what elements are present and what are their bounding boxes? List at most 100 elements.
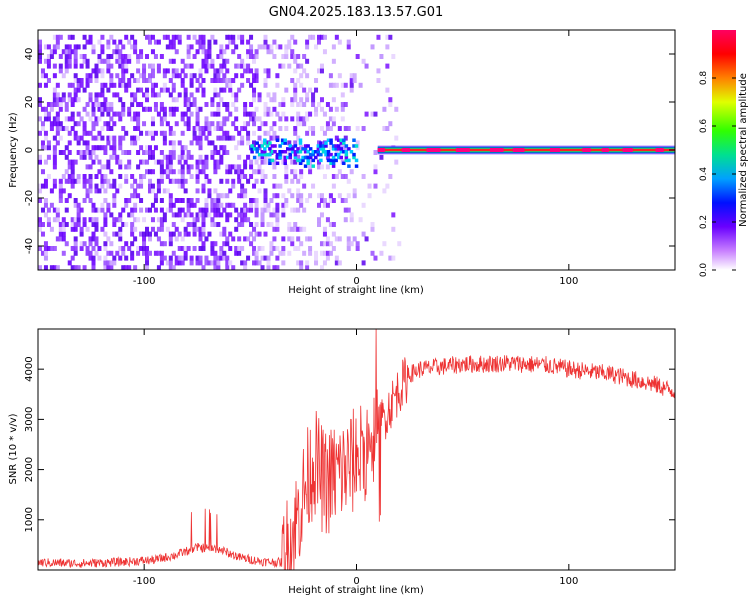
heatmap-cell: [73, 49, 78, 55]
heatmap-cell: [64, 241, 69, 247]
heatmap-cell: [314, 106, 319, 112]
heatmap-cell: [296, 54, 301, 59]
heatmap-cell: [159, 241, 164, 247]
heatmap-cell: [180, 78, 185, 83]
heatmap-cell: [85, 246, 90, 251]
heatmap-cell: [127, 246, 132, 251]
heatmap-cell: [213, 255, 218, 261]
heatmap-cell: [153, 145, 158, 151]
heatmap-cell: [124, 63, 129, 69]
heatmap-cell: [43, 44, 48, 50]
heatmap-cell: [183, 255, 188, 261]
heatmap-cell: [382, 188, 387, 194]
heatmap-cell: [257, 97, 262, 103]
heatmap-cell: [319, 193, 324, 199]
heatmap-cell: [273, 144, 277, 148]
heatmap-cell: [91, 207, 96, 213]
heatmap-cell: [306, 155, 310, 160]
heatmap-cell: [334, 236, 339, 242]
heatmap-cell: [136, 150, 141, 155]
heatmap-cell: [118, 226, 123, 232]
heatmap-cell: [240, 169, 245, 175]
heatmap-cell: [257, 246, 262, 251]
heatmap-cell: [168, 231, 173, 237]
heatmap-cell: [222, 150, 227, 155]
heatmap-cell: [195, 226, 200, 232]
heatmap-cell: [275, 152, 280, 157]
heatmap-cell: [296, 193, 301, 199]
heatmap-cell: [252, 147, 257, 151]
heatmap-cell: [121, 73, 126, 79]
heatmap-cell: [189, 111, 194, 117]
heatmap-cell: [260, 159, 265, 165]
heatmap-cell: [118, 135, 123, 141]
heatmap-cell: [322, 231, 327, 237]
heatmap-cell: [331, 246, 336, 251]
heatmap-cell: [290, 226, 295, 232]
heatmap-cell: [139, 49, 144, 55]
heatmap-cell: [234, 73, 239, 79]
heatmap-cell: [325, 102, 330, 107]
heatmap-cell: [103, 241, 108, 247]
heatmap-cell: [91, 102, 96, 107]
heatmap-cell: [283, 150, 287, 154]
heatmap-cell: [270, 150, 275, 154]
heatmap-cell: [216, 126, 221, 131]
heatmap-cell: [358, 82, 363, 88]
heatmap-cell: [109, 135, 114, 141]
heatmap-cell: [53, 270, 57, 275]
heatmap-cell: [121, 126, 126, 131]
heatmap-cell: [278, 183, 283, 189]
heatmap-cell: [133, 202, 138, 208]
heatmap-cell: [88, 198, 93, 203]
heatmap-cell: [106, 54, 111, 59]
heatmap-cell: [201, 246, 206, 251]
heatmap-cell: [290, 178, 295, 184]
heatmap-cell: [198, 207, 203, 213]
heatmap-cell: [159, 150, 164, 155]
heatmap-cell: [284, 126, 289, 131]
heatmap-cell: [109, 183, 114, 189]
heatmap-cell: [361, 58, 366, 64]
heatmap-cell: [159, 54, 164, 59]
heatmap-cell: [391, 226, 396, 232]
heatmap-cell: [183, 87, 188, 93]
figure-title: GN04.2025.183.13.57.G01: [269, 5, 444, 20]
heatmap-cell: [130, 135, 135, 141]
heatmap-cell: [174, 121, 179, 127]
heatmap-cell: [183, 178, 188, 184]
heatmap-cell: [186, 169, 191, 175]
heatmap-cell: [328, 250, 333, 256]
heatmap-cell: [249, 82, 254, 88]
heatmap-cell: [296, 150, 300, 154]
heatmap-cell: [302, 116, 307, 122]
heatmap-cell: [284, 116, 289, 122]
heatmap-cell: [165, 159, 170, 165]
heatmap-cell: [103, 97, 108, 103]
heatmap-cell: [70, 265, 75, 270]
heatmap-cell: [43, 116, 48, 122]
heatmap-cell: [153, 193, 158, 199]
heatmap-cell: [168, 106, 173, 112]
heatmap-cell: [64, 68, 69, 74]
heatmap-cell: [219, 231, 224, 237]
heatmap-cell: [136, 164, 141, 170]
heatmap-cell: [183, 250, 188, 256]
heatmap-cell: [293, 169, 298, 175]
heatmap-cell: [64, 58, 69, 64]
heatmap-cell: [293, 246, 298, 251]
heatmap-cell: [76, 87, 81, 93]
heatmap-cell: [201, 212, 206, 218]
heatmap-cell: [91, 106, 96, 112]
heatmap-cell: [225, 169, 230, 175]
heatmap-cell: [55, 140, 60, 146]
heatmap-cell: [284, 174, 289, 179]
heatmap-cell: [291, 147, 295, 151]
heatmap-cell: [364, 111, 369, 117]
heatmap-cell: [64, 126, 69, 131]
heatmap-cell: [91, 111, 96, 117]
heatmap-cell: [258, 270, 262, 275]
heatmap-cell: [308, 111, 313, 117]
heatmap-cell: [252, 198, 257, 203]
heatmap-cell: [73, 222, 78, 227]
